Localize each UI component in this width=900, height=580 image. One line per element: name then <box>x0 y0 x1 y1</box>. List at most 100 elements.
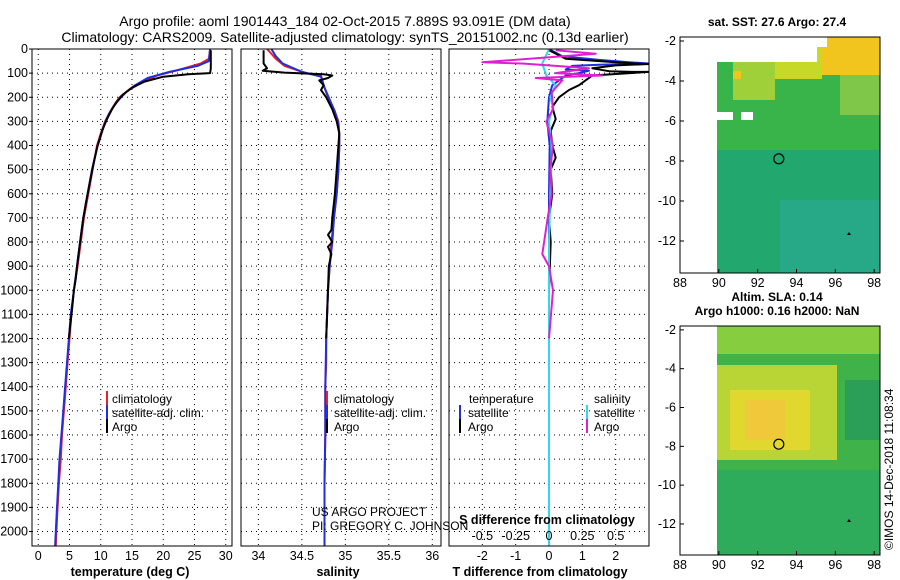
x-tick-label: 2 <box>612 549 619 563</box>
depth-tick-label: 700 <box>7 211 28 225</box>
x-tick-label: -1 <box>510 549 521 563</box>
sla-east-low <box>845 380 880 440</box>
sst-missing-northwest <box>717 37 817 62</box>
sla-map-title-line-1: Altim. SLA: 0.14 <box>731 290 823 304</box>
salinity-panel: 34 34.5 35 35.5 36 salinity climatology sate… <box>240 48 468 579</box>
depth-tick-label: 0 <box>21 42 28 56</box>
temperature-panel: 0100200300400500600700800900100011001200… <box>0 42 233 579</box>
depth-tick-label: 300 <box>7 114 28 128</box>
sst-map-frame <box>679 36 881 274</box>
depth-tick-label: 200 <box>7 90 28 104</box>
t-difference-axis-label: T difference from climatology <box>452 565 627 579</box>
map-y-tick-label: -2 <box>665 34 676 48</box>
salinity-lines <box>261 49 341 546</box>
x-tick-label: 34 <box>251 549 265 563</box>
sst-missing-pixel-2 <box>741 112 753 120</box>
salinity-x-axis-label: salinity <box>316 565 359 579</box>
sla-map-title-line-2: Argo h1000: 0.16 h2000: NaN <box>695 304 860 318</box>
legend-t-satellite: satellite <box>468 406 509 420</box>
temperature-lines <box>54 49 212 546</box>
sst-missing-pixel-1 <box>717 112 733 120</box>
x-tick-label: -2 <box>477 549 488 563</box>
temperature-x-tick-labels: 0 5 10 15 20 25 30 <box>35 549 233 563</box>
map-y-tick-label: -12 <box>658 234 676 248</box>
sla-map-ticks: 88 90 92 94 96 98 -2 -4 -6 -8 -10 -12 <box>658 323 881 572</box>
legend-satellite: satellite-adj. clim. <box>112 406 204 420</box>
map-y-tick-label: -4 <box>665 362 676 376</box>
difference-axes-frame <box>448 48 650 547</box>
map-x-tick-label: 96 <box>828 276 842 290</box>
map-y-tick-label: -8 <box>665 154 676 168</box>
depth-tick-label: 500 <box>7 163 28 177</box>
sla-map-frame <box>679 325 881 556</box>
sst-map-field <box>717 37 880 273</box>
depth-tick-label: 600 <box>7 187 28 201</box>
sst-cool-southeast <box>780 200 880 273</box>
s-difference-tick-label: 0.5 <box>607 529 624 543</box>
depth-tick-label: 1800 <box>0 476 28 490</box>
sst-map-panel: sat. SST: 27.6 Argo: 27.4 88 90 92 94 96 98 -2… <box>658 15 881 290</box>
legend-climatology: climatology <box>112 392 172 406</box>
x-tick-label: 0 <box>546 549 553 563</box>
map-y-tick-label: -4 <box>665 74 676 88</box>
legend-satellite: satellite-adj. clim. <box>334 406 426 420</box>
legend-argo: Argo <box>112 420 138 434</box>
sla-argo-position-marker <box>773 438 785 450</box>
series-line-s-satellite <box>541 49 557 546</box>
x-tick-label: 20 <box>156 549 170 563</box>
difference-legend: temperature satellite Argo salinity sate… <box>459 392 635 434</box>
x-tick-label: 10 <box>94 549 108 563</box>
difference-panel: -2 -1 0 1 2 -0.5 -0.25 0 0.25 0.5 T difference f… <box>448 48 650 579</box>
map-y-tick-label: -8 <box>665 439 676 453</box>
depth-tick-label: 400 <box>7 139 28 153</box>
temperature-legend: climatology satellite-adj. clim. Argo <box>106 391 204 434</box>
pi-label: PI: GREGORY C. JOHNSON <box>312 519 468 533</box>
map-x-tick-label: 98 <box>867 276 881 290</box>
map-x-tick-label: 88 <box>673 276 687 290</box>
sla-south-band <box>717 470 880 555</box>
series-line-t-satellite <box>546 49 649 546</box>
sla-north-band <box>717 326 880 354</box>
sst-warm-pixel <box>733 71 741 79</box>
s-difference-tick-label: 0 <box>546 529 553 543</box>
depth-tick-label: 1700 <box>0 452 28 466</box>
temperature-axes-frame <box>31 48 233 547</box>
x-tick-label: 1 <box>579 549 586 563</box>
legend-argo: Argo <box>334 420 360 434</box>
depth-tick-label: 1000 <box>0 283 28 297</box>
series-line-s-argo <box>481 49 604 339</box>
map-x-tick-label: 90 <box>712 276 726 290</box>
legend-climatology: climatology <box>334 392 394 406</box>
salinity-grid <box>241 48 441 546</box>
salinity-x-tick-labels: 34 34.5 35 35.5 36 <box>251 549 439 563</box>
depth-tick-label: 1300 <box>0 356 28 370</box>
map-x-tick-label: 94 <box>790 558 804 572</box>
s-difference-axis-label: S difference from climatology <box>459 513 635 527</box>
sst-map-ticks: 88 90 92 94 96 98 -2 -4 -6 -8 -10 -12 <box>658 34 881 290</box>
x-tick-label: 0 <box>35 549 42 563</box>
x-tick-label: 35 <box>338 549 352 563</box>
series-line-satellite-adj-clim- <box>270 49 341 546</box>
depth-tick-label: 1200 <box>0 332 28 346</box>
s-difference-tick-label: -0.25 <box>501 529 530 543</box>
sst-missing-corner <box>817 37 827 47</box>
sla-map-field <box>717 326 880 555</box>
salinity-legend: climatology satellite-adj. clim. Argo <box>326 391 426 434</box>
map-y-tick-label: -6 <box>665 114 676 128</box>
sst-mid-patch <box>733 62 775 100</box>
x-tick-label: 34.5 <box>290 549 314 563</box>
sst-warm-patch <box>820 37 880 75</box>
map-y-tick-label: -6 <box>665 401 676 415</box>
temperature-x-axis-label: temperature (deg C) <box>71 565 190 579</box>
s-difference-tick-labels: -0.5 -0.25 0 0.25 0.5 <box>472 529 625 543</box>
depth-tick-label: 900 <box>7 259 28 273</box>
series-line-satellite-adj-clim- <box>54 49 212 546</box>
depth-tick-label: 100 <box>7 66 28 80</box>
map-y-tick-label: -2 <box>665 323 676 337</box>
x-tick-label: 25 <box>188 549 202 563</box>
depth-tick-label: 1400 <box>0 380 28 394</box>
legend-s-satellite: satellite <box>594 406 635 420</box>
depth-tick-label: 1500 <box>0 404 28 418</box>
imos-watermark: ©IMOS 14-Dec-2018 11:08:34 <box>882 388 896 550</box>
